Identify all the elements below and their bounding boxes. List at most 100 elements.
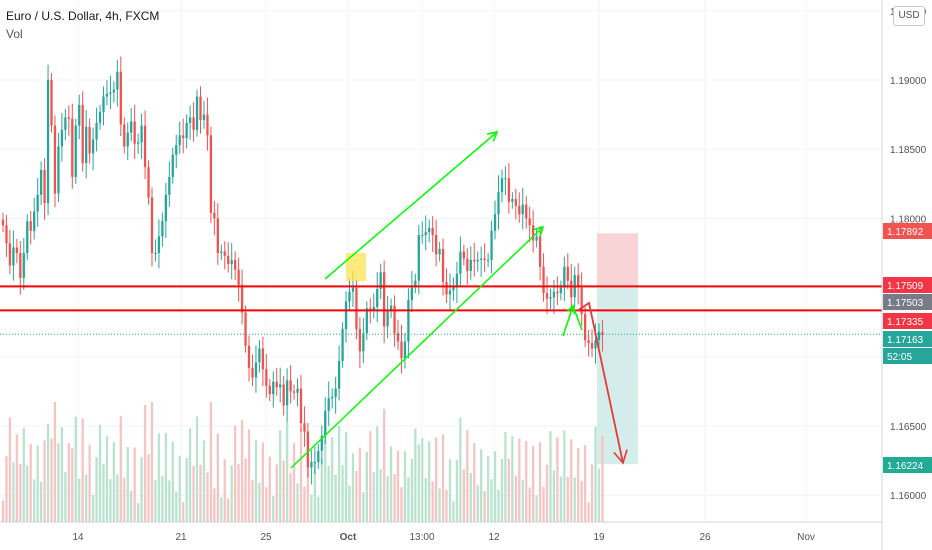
volume-bar (552, 470, 556, 522)
volume-bar (36, 445, 39, 522)
volume-bar (531, 446, 535, 522)
candles (1, 56, 604, 485)
candle-body (282, 384, 285, 406)
volume-bar (476, 485, 479, 522)
volume-bar (78, 478, 81, 522)
volume-bar (130, 490, 133, 522)
volume-bar (441, 434, 445, 522)
candle-body (410, 286, 414, 301)
volume-bar (459, 417, 462, 522)
candle-body (358, 329, 362, 352)
volume-bar (154, 480, 157, 522)
candle-body (175, 145, 178, 155)
volume-bars (1, 402, 604, 522)
volume-bar (29, 443, 32, 522)
volume-bar (376, 426, 379, 522)
candle-body (528, 218, 531, 226)
candle-body (570, 280, 573, 298)
volume-bar (434, 437, 438, 522)
candle-body (91, 139, 95, 154)
volume-bar (452, 501, 455, 522)
volume-bar (19, 463, 22, 522)
volume-bar (351, 453, 355, 522)
candle-body (396, 333, 400, 342)
volume-bar (265, 487, 268, 522)
candle-body (285, 380, 289, 406)
candle-body (161, 221, 164, 237)
retest-arrow-head (566, 304, 576, 315)
volume-bar (448, 459, 452, 522)
volume-bar (74, 416, 77, 522)
volume-bar (341, 465, 344, 522)
candle-body (168, 176, 171, 195)
candle-body (577, 275, 580, 288)
candle-body (182, 135, 185, 139)
volume-bar (109, 479, 112, 522)
candle-body (389, 305, 393, 312)
volume-bar (95, 457, 98, 522)
volume-bar (559, 476, 563, 522)
volume-bar (535, 495, 538, 522)
grid-horizontal (0, 10, 882, 496)
volume-bar (514, 475, 517, 522)
volume-bar (53, 402, 57, 522)
volume-bar (1, 500, 5, 522)
price-tag-label: 52:05 (887, 352, 912, 363)
volume-bar (507, 458, 511, 522)
candle-body (220, 251, 223, 253)
volume-bar (542, 486, 545, 522)
candle-body (369, 308, 372, 310)
candle-body (29, 221, 32, 231)
candle-body (376, 288, 379, 307)
candle-body (209, 135, 213, 213)
volume-bar (185, 458, 188, 522)
candle-body (213, 212, 216, 219)
candle-body (542, 266, 545, 294)
candle-body (15, 247, 19, 253)
volume-bar (327, 465, 330, 522)
candle-body (119, 71, 122, 125)
volume-bar (161, 476, 164, 522)
candle-body (365, 308, 368, 334)
candle-body (272, 381, 275, 395)
volume-bar (285, 421, 289, 522)
candle-body (202, 114, 206, 121)
volume-bar (88, 444, 91, 522)
volume-bar (133, 447, 136, 522)
candle-body (431, 228, 434, 236)
price-tag-grey (883, 294, 932, 310)
candle-body (372, 306, 375, 310)
candle-body (171, 154, 174, 177)
y-tick-label: 1.18000 (890, 214, 927, 225)
candle-body (306, 431, 310, 468)
currency-button[interactable]: USD (893, 6, 925, 26)
volume-bar (199, 464, 202, 522)
candle-body (244, 312, 247, 346)
volume-bar (168, 480, 171, 522)
y-tick-label: 1.16000 (890, 491, 927, 502)
candle-body (407, 300, 410, 342)
candle-body (50, 80, 53, 126)
volume-bar (244, 458, 247, 522)
candle-body (230, 259, 233, 265)
volume-bar (182, 502, 185, 522)
volume-bar (105, 436, 109, 522)
candle-body (538, 236, 542, 267)
candle-body (123, 124, 126, 147)
volume-bar (240, 420, 244, 522)
candle-body (414, 280, 417, 287)
volume-bar (511, 436, 514, 522)
candle-body (483, 258, 486, 260)
candle-body (320, 435, 323, 451)
volume-bar (358, 447, 362, 522)
volume-bar (64, 471, 67, 522)
volume-bar (282, 460, 285, 522)
candle-body (500, 178, 504, 193)
candle-body (64, 117, 67, 130)
x-tick-label: 12 (488, 532, 500, 543)
volume-bar (570, 439, 573, 522)
volume-bar (545, 464, 549, 522)
candle-body (355, 287, 358, 330)
volume-bar (188, 428, 192, 522)
